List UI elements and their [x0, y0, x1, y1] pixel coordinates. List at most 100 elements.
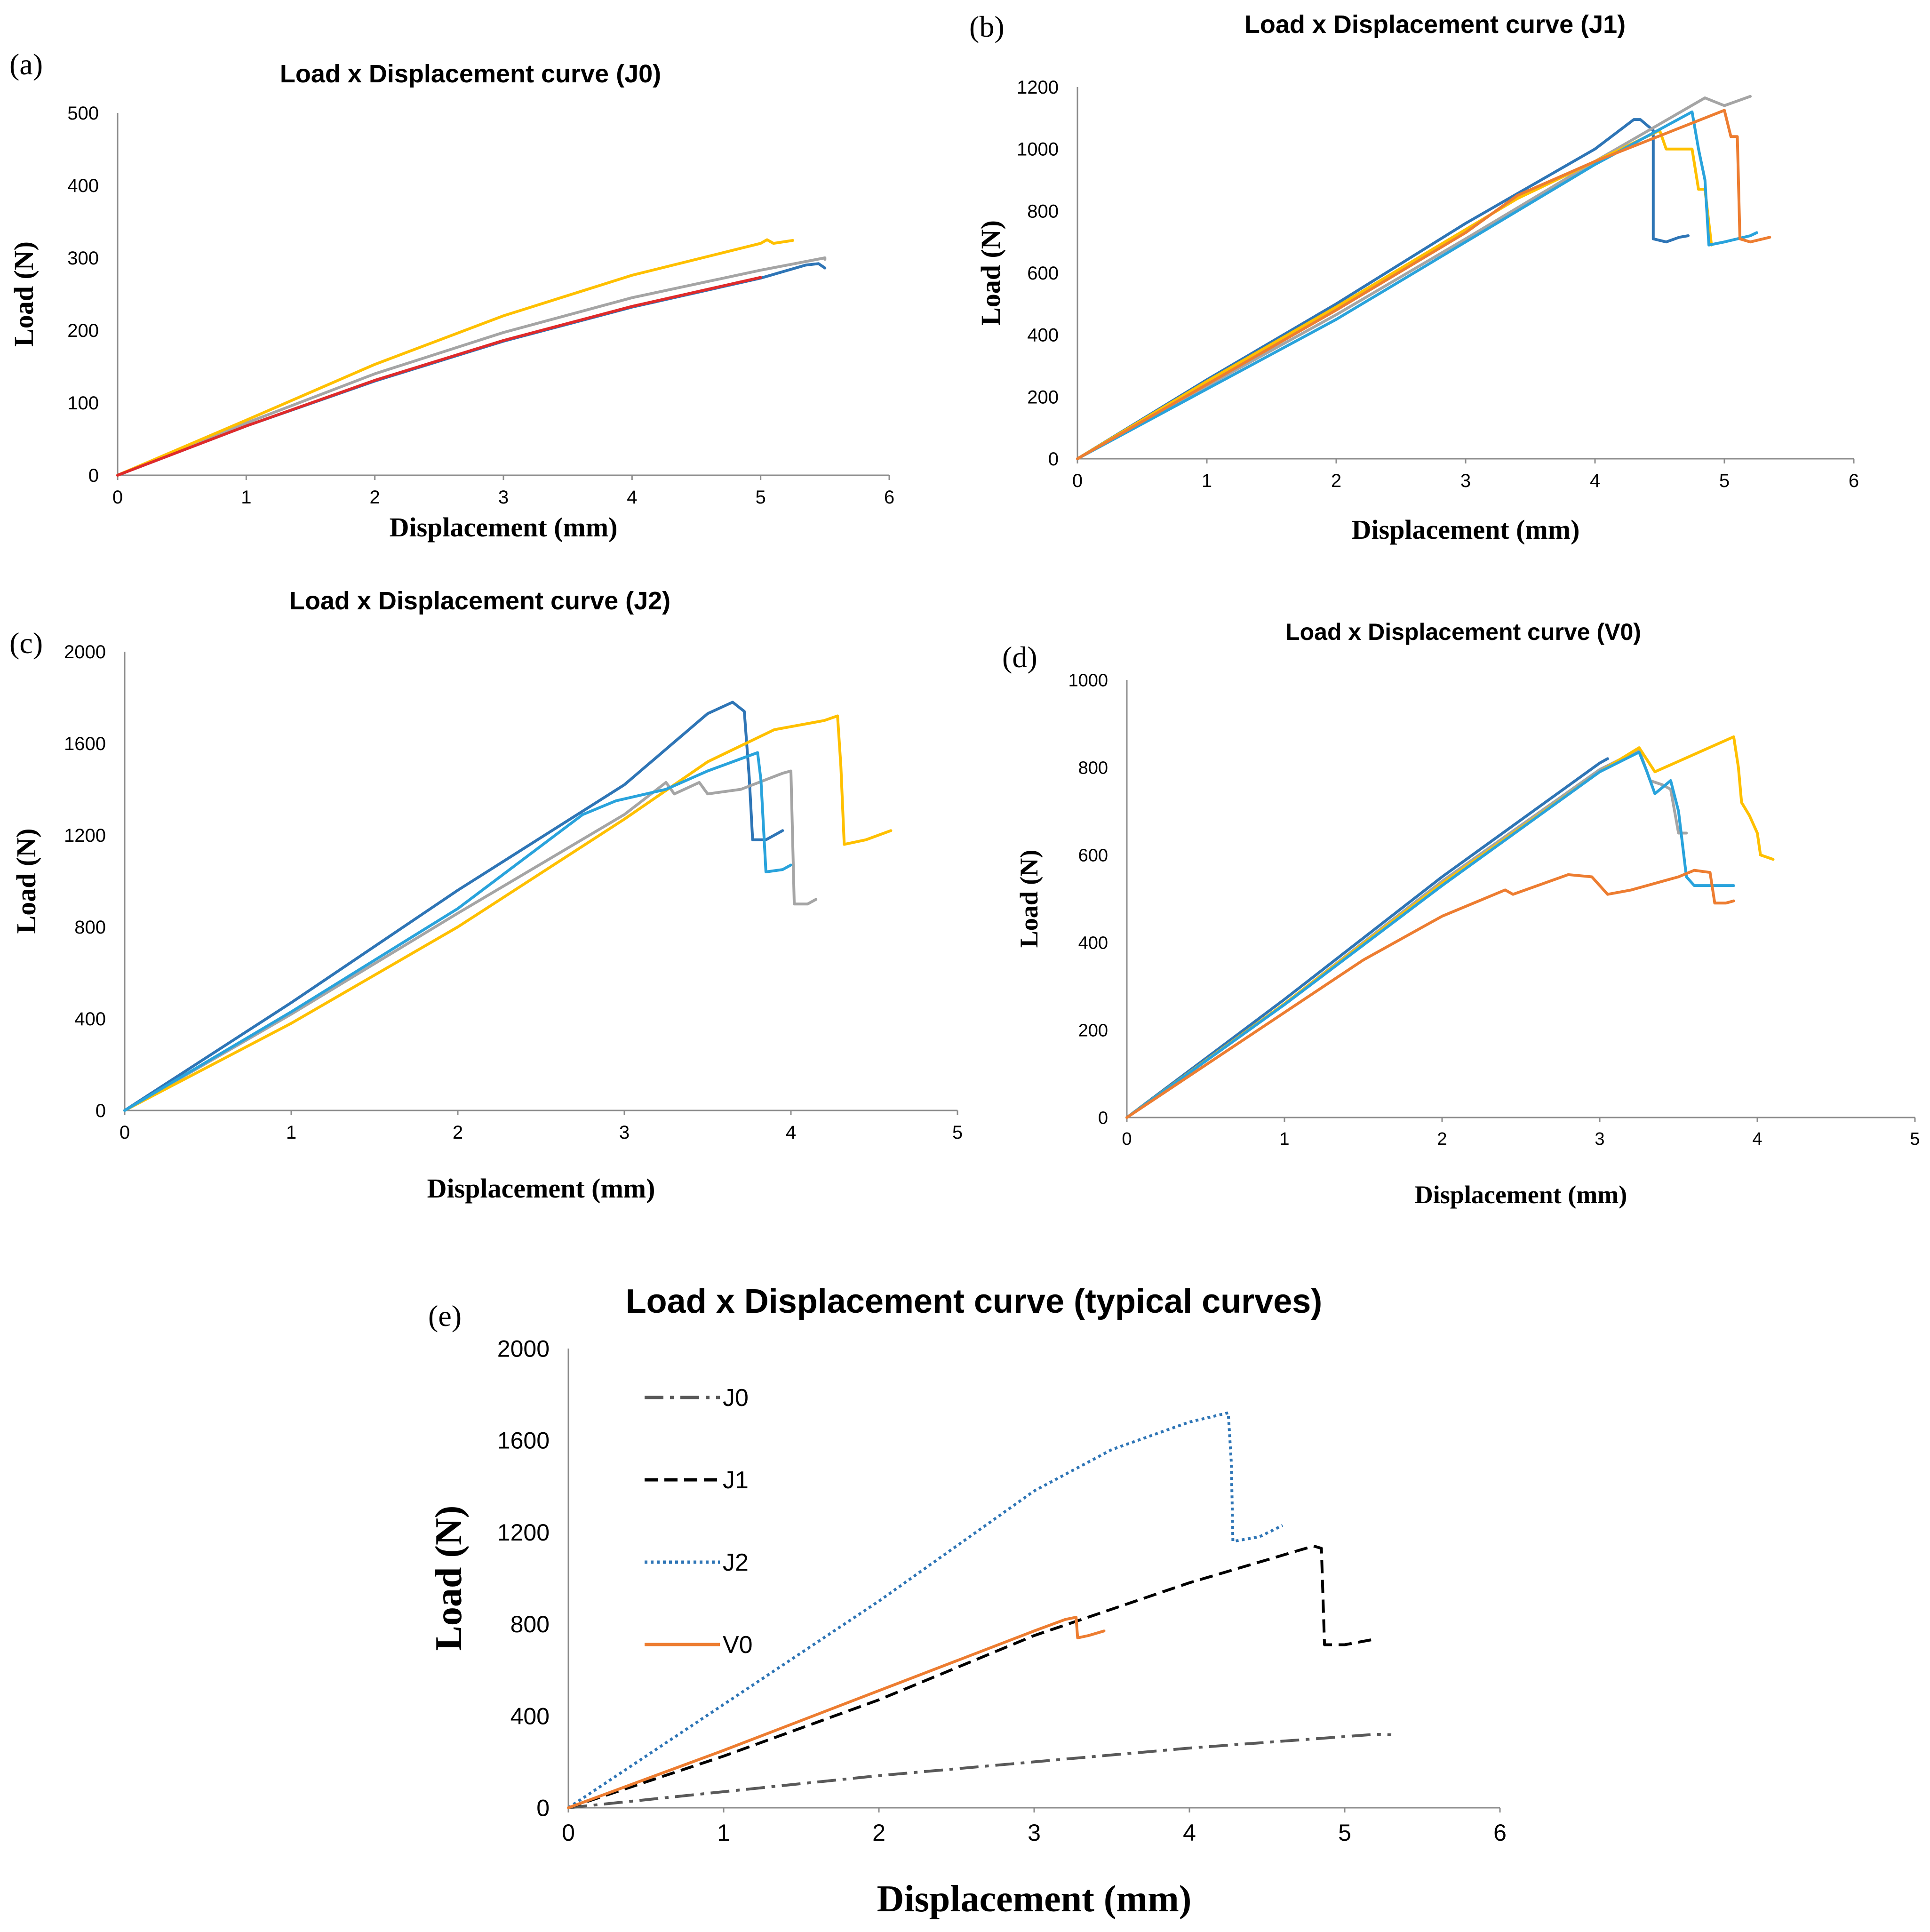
chart-a-svg: Load x Displacement curve (J0) 0 1 2 3 4 5 6 0 10…: [8, 60, 894, 543]
legend-label: J2: [723, 1549, 749, 1576]
y-tick-label: 1000: [1068, 671, 1108, 690]
chart-b-svg: Load x Displacement curve (J1) 0 1 2 3 4 5 6 0 20…: [975, 10, 1859, 545]
y-tick-label: 100: [67, 393, 99, 414]
chart-title: Load x Displacement curve (J0): [280, 60, 661, 88]
x-tick-label: 3: [498, 487, 509, 508]
x-axis-label: Displacement (mm): [390, 512, 618, 543]
series-line-specimen-5: [1125, 869, 1735, 1119]
chart-title: Load x Displacement curve (typical curve…: [626, 1283, 1323, 1320]
y-axis-label: Load (N): [8, 241, 39, 347]
y-axis-label: Load (N): [1015, 850, 1043, 948]
y-tick-label: 800: [1027, 201, 1059, 222]
y-tick-label: 200: [1027, 387, 1059, 407]
y-tick-label: 0: [88, 465, 99, 486]
series-line-specimen-2: [116, 256, 827, 477]
y-tick-label: 1200: [64, 825, 106, 846]
x-tick-label: 5: [1338, 1820, 1351, 1846]
x-tick-label: 0: [1122, 1129, 1132, 1149]
panel-c-label: (c): [9, 626, 43, 660]
series-line-specimen-2: [123, 769, 818, 1112]
x-tick-label: 2: [370, 487, 380, 508]
y-tick-label: 1200: [497, 1519, 550, 1546]
chart-d-svg: Load x Displacement curve (V0) 0 1 2 3 4 5 0 200…: [1015, 619, 1920, 1209]
x-tick-label: 1: [717, 1820, 730, 1846]
series-line-specimen-4: [123, 751, 792, 1112]
y-tick-label: 300: [67, 248, 99, 269]
panel-e: Load x Displacement curve (typical curve…: [419, 1270, 1548, 1932]
legend-label: J1: [723, 1467, 749, 1494]
series-line-specimen-5: [1076, 109, 1771, 460]
x-tick-label: 6: [1493, 1820, 1507, 1846]
panel-d: Load x Displacement curve (V0) 0 1 2 3 4 5 0 200…: [993, 612, 1930, 1247]
y-axis-label: Load (N): [975, 220, 1006, 326]
chart-title: Load x Displacement curve (V0): [1285, 619, 1641, 645]
series-line-specimen-4: [116, 276, 762, 477]
y-tick-label: 1200: [1017, 77, 1059, 98]
panel-c: Load x Displacement curve (J2) 0 1 2 3 4 5 0 400…: [0, 574, 988, 1233]
x-tick-label: 1: [1202, 471, 1212, 491]
y-axis-label: Load (N): [11, 829, 41, 934]
y-tick-label: 400: [74, 1009, 106, 1030]
legend-label: V0: [723, 1631, 753, 1659]
y-tick-label: 200: [67, 320, 99, 341]
y-tick-label: 0: [536, 1795, 550, 1821]
y-tick-label: 2000: [64, 642, 106, 663]
y-tick-label: 400: [510, 1703, 550, 1729]
y-tick-label: 0: [1048, 449, 1059, 470]
y-tick-label: 600: [1078, 846, 1108, 865]
chart-c-svg: Load x Displacement curve (J2) 0 1 2 3 4 5 0 400…: [11, 587, 963, 1204]
x-axis-label: Displacement (mm): [1352, 514, 1580, 545]
chart-e-svg: Load x Displacement curve (typical curve…: [428, 1283, 1507, 1920]
x-tick-label: 5: [952, 1122, 963, 1143]
x-tick-label: 4: [1590, 471, 1600, 491]
panel-e-label: (e): [428, 1299, 462, 1333]
series-line-j1: [568, 1544, 1376, 1809]
y-axis-label: Load (N): [428, 1506, 470, 1651]
y-tick-label: 2000: [497, 1336, 550, 1362]
series-line-specimen-4: [1076, 110, 1758, 460]
x-tick-label: 4: [627, 487, 637, 508]
chart-title: Load x Displacement curve (J1): [1244, 10, 1626, 39]
legend-label: J0: [723, 1384, 749, 1412]
y-tick-label: 1600: [497, 1428, 550, 1454]
series-line-specimen-1: [1076, 118, 1690, 460]
x-tick-label: 2: [453, 1122, 463, 1143]
series-line-specimen-3: [123, 714, 893, 1112]
x-tick-label: 1: [241, 487, 251, 508]
y-tick-label: 400: [67, 176, 99, 196]
series-line-specimen-3: [1076, 129, 1713, 460]
x-tick-label: 4: [1752, 1129, 1762, 1149]
panel-b: Load x Displacement curve (J1) 0 1 2 3 4 5 6 0 20…: [965, 0, 1930, 565]
series-line-specimen-1: [123, 701, 784, 1112]
series-line-specimen-1: [116, 262, 827, 477]
x-tick-label: 0: [1072, 471, 1083, 491]
y-tick-label: 600: [1027, 263, 1059, 284]
y-tick-label: 1600: [64, 734, 106, 754]
y-tick-label: 800: [1078, 758, 1108, 778]
x-tick-label: 0: [112, 487, 123, 508]
x-tick-label: 5: [1719, 471, 1730, 491]
x-axis-label: Displacement (mm): [877, 1878, 1192, 1920]
series-line-v0: [567, 1616, 1106, 1809]
y-tick-label: 800: [74, 917, 106, 938]
series-line-j0: [568, 1732, 1392, 1809]
y-tick-label: 400: [1027, 325, 1059, 346]
y-tick-label: 800: [510, 1611, 550, 1637]
series-line-specimen-4: [1125, 750, 1735, 1119]
x-axis-label: Displacement (mm): [427, 1173, 655, 1204]
x-tick-label: 3: [1028, 1820, 1041, 1846]
x-tick-label: 1: [286, 1122, 296, 1143]
y-tick-label: 200: [1078, 1021, 1108, 1040]
x-tick-label: 2: [1331, 471, 1341, 491]
x-tick-label: 2: [1437, 1129, 1447, 1149]
panel-d-label: (d): [1002, 640, 1037, 674]
x-tick-label: 3: [1595, 1129, 1604, 1149]
x-tick-label: 5: [756, 487, 766, 508]
x-tick-label: 5: [1910, 1129, 1920, 1149]
y-tick-label: 500: [67, 103, 99, 124]
x-tick-label: 2: [872, 1820, 885, 1846]
series-line-specimen-1: [1125, 757, 1609, 1119]
panel-a-label: (a): [9, 48, 43, 81]
x-tick-label: 6: [1849, 471, 1859, 491]
x-tick-label: 0: [120, 1122, 130, 1143]
